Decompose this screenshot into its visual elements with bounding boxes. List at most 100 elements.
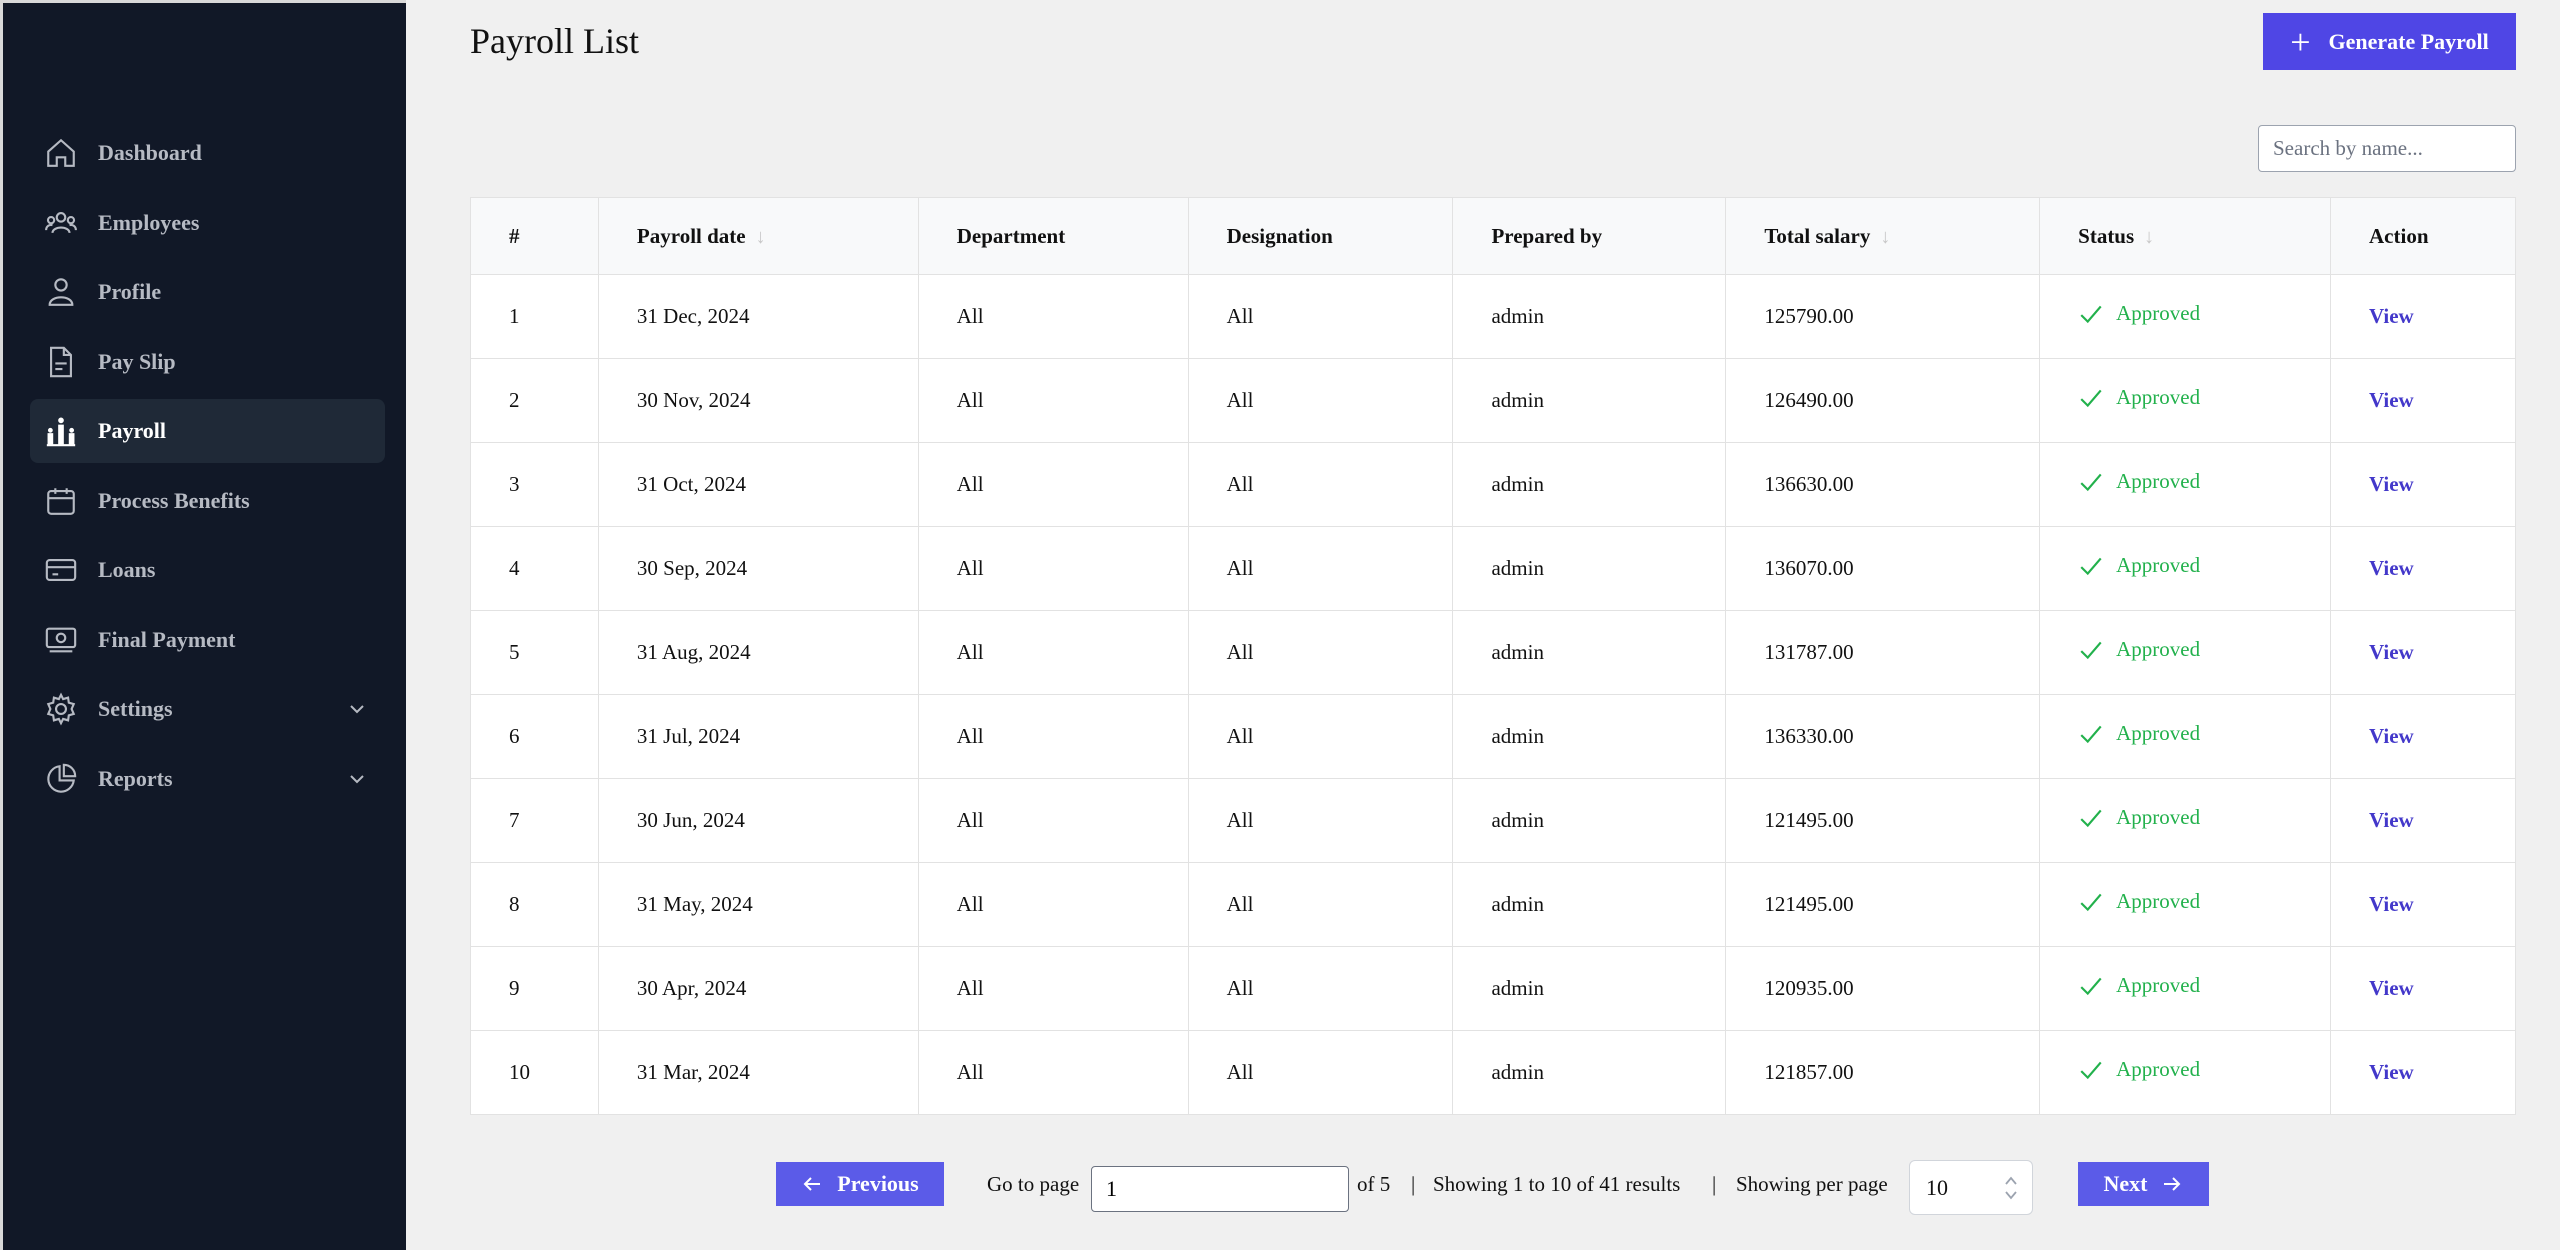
status-badge: Approved bbox=[2078, 805, 2200, 831]
generate-payroll-label: Generate Payroll bbox=[2328, 28, 2489, 54]
view-link[interactable]: View bbox=[2369, 388, 2414, 412]
sidebar-item-label: Dashboard bbox=[98, 140, 202, 165]
designation-cell: All bbox=[1187, 778, 1454, 863]
status-badge: Approved bbox=[2078, 469, 2200, 495]
status-label: Approved bbox=[2116, 637, 2201, 661]
sidebar-item-label: Reports bbox=[98, 765, 173, 791]
view-link[interactable]: View bbox=[2369, 640, 2414, 664]
action-cell: View bbox=[2330, 358, 2516, 443]
chevron-down-icon[interactable] bbox=[347, 769, 367, 789]
total-salary-cell: 121857.00 bbox=[1725, 1030, 2041, 1115]
action-cell: View bbox=[2330, 862, 2516, 947]
view-link[interactable]: View bbox=[2369, 304, 2414, 328]
sidebar-item-payroll[interactable]: Payroll bbox=[30, 399, 385, 463]
status-cell: Approved bbox=[2039, 610, 2332, 695]
table-row: 10 31 Mar, 2024 All All admin 121857.00 Approv… bbox=[470, 1030, 2516, 1115]
column-header-status[interactable]: Status ↓ bbox=[2039, 197, 2332, 275]
table-body: 1 31 Dec, 2024 All All admin 125790.00 Approve… bbox=[470, 274, 2516, 1115]
sidebar-item-profile[interactable]: Profile bbox=[30, 260, 385, 324]
view-link[interactable]: View bbox=[2369, 556, 2414, 580]
status-label: Approved bbox=[2116, 1057, 2201, 1081]
sidebar-item-process-benefits[interactable]: Process Benefits bbox=[30, 469, 385, 533]
check-icon bbox=[2080, 557, 2102, 575]
view-link[interactable]: View bbox=[2369, 472, 2414, 496]
status-label: Approved bbox=[2116, 385, 2201, 409]
sidebar: Dashboard Employees Profile Pay Slip Pay… bbox=[0, 0, 406, 1250]
document-icon bbox=[44, 345, 78, 379]
department-cell: All bbox=[917, 442, 1189, 527]
sidebar-item-dashboard[interactable]: Dashboard bbox=[30, 121, 385, 185]
status-label: Approved bbox=[2116, 805, 2201, 829]
action-cell: View bbox=[2330, 442, 2516, 527]
column-header-prepared-by: Prepared by bbox=[1452, 197, 1727, 275]
payroll-date-cell: 31 Aug, 2024 bbox=[597, 610, 919, 695]
department-cell: All bbox=[917, 526, 1189, 611]
payroll-date-cell: 31 May, 2024 bbox=[597, 862, 919, 947]
sidebar-item-employees[interactable]: Employees bbox=[30, 191, 385, 255]
view-link[interactable]: View bbox=[2369, 976, 2414, 1000]
table-row: 6 31 Jul, 2024 All All admin 136330.00 Approve… bbox=[470, 694, 2516, 779]
select-updown-icon bbox=[2005, 1176, 2017, 1200]
view-link[interactable]: View bbox=[2369, 1060, 2414, 1084]
designation-cell: All bbox=[1187, 442, 1454, 527]
prepared-by-cell: admin bbox=[1452, 862, 1727, 947]
sort-arrow-icon[interactable]: ↓ bbox=[2144, 225, 2155, 248]
previous-label: Previous bbox=[837, 1171, 919, 1196]
status-badge: Approved bbox=[2078, 301, 2200, 327]
department-cell: All bbox=[917, 274, 1189, 359]
sidebar-item-loans[interactable]: Loans bbox=[30, 538, 385, 602]
column-header-total-salary[interactable]: Total salary ↓ bbox=[1725, 197, 2041, 275]
chevron-down-icon[interactable] bbox=[347, 699, 367, 719]
view-link[interactable]: View bbox=[2369, 808, 2414, 832]
check-icon bbox=[2080, 473, 2102, 491]
table-row: 1 31 Dec, 2024 All All admin 125790.00 Approve… bbox=[470, 274, 2516, 359]
check-icon bbox=[2080, 977, 2102, 995]
row-number-cell: 7 bbox=[470, 778, 599, 863]
status-badge: Approved bbox=[2078, 637, 2200, 663]
payroll-date-cell: 30 Nov, 2024 bbox=[597, 358, 919, 443]
row-number-cell: 4 bbox=[470, 526, 599, 611]
status-cell: Approved bbox=[2039, 358, 2332, 443]
view-link[interactable]: View bbox=[2369, 892, 2414, 916]
card-icon bbox=[44, 553, 78, 587]
results-summary: Showing 1 to 10 of 41 results bbox=[1433, 1172, 1681, 1196]
status-cell: Approved bbox=[2039, 1030, 2332, 1115]
sidebar-item-pay-slip[interactable]: Pay Slip bbox=[30, 330, 385, 394]
sort-arrow-icon[interactable]: ↓ bbox=[1880, 225, 1891, 248]
sidebar-item-label: Payroll bbox=[98, 418, 167, 443]
prepared-by-cell: admin bbox=[1452, 694, 1727, 779]
generate-payroll-button[interactable]: + Generate Payroll bbox=[2263, 13, 2516, 70]
designation-cell: All bbox=[1187, 274, 1454, 359]
payroll-date-cell: 31 Mar, 2024 bbox=[597, 1030, 919, 1115]
goto-page-input[interactable] bbox=[1091, 1166, 1349, 1212]
status-badge: Approved bbox=[2078, 973, 2200, 999]
search-input[interactable] bbox=[2258, 125, 2516, 172]
column-header-payroll-date[interactable]: Payroll date ↓ bbox=[597, 197, 919, 275]
sidebar-item-label: Employees bbox=[98, 209, 200, 235]
designation-cell: All bbox=[1187, 358, 1454, 443]
next-button[interactable]: Next bbox=[2078, 1162, 2209, 1206]
sidebar-item-reports[interactable]: Reports bbox=[30, 747, 385, 811]
sidebar-item-settings[interactable]: Settings bbox=[30, 677, 385, 741]
view-link[interactable]: View bbox=[2369, 724, 2414, 748]
status-cell: Approved bbox=[2039, 526, 2332, 611]
department-cell: All bbox=[917, 358, 1189, 443]
action-cell: View bbox=[2330, 526, 2516, 611]
payroll-date-cell: 30 Jun, 2024 bbox=[597, 778, 919, 863]
sort-arrow-icon[interactable]: ↓ bbox=[755, 225, 766, 248]
goto-page-label: Go to page bbox=[987, 1172, 1080, 1196]
row-number-cell: 9 bbox=[470, 946, 599, 1031]
main-content: Payroll List + Generate Payroll # Payrol… bbox=[470, 0, 2516, 1250]
table-row: 4 30 Sep, 2024 All All admin 136070.00 Approve… bbox=[470, 526, 2516, 611]
arrow-left-icon bbox=[803, 1177, 821, 1191]
prepared-by-cell: admin bbox=[1452, 1030, 1727, 1115]
per-page-select[interactable]: 10 bbox=[1909, 1160, 2033, 1215]
action-cell: View bbox=[2330, 274, 2516, 359]
payroll-date-cell: 31 Jul, 2024 bbox=[597, 694, 919, 779]
gear-icon bbox=[44, 692, 78, 726]
sidebar-item-final-payment[interactable]: Final Payment bbox=[30, 608, 385, 672]
total-salary-cell: 121495.00 bbox=[1725, 778, 2041, 863]
payroll-date-cell: 30 Sep, 2024 bbox=[597, 526, 919, 611]
next-label: Next bbox=[2103, 1171, 2148, 1196]
previous-button[interactable]: Previous bbox=[776, 1162, 944, 1206]
